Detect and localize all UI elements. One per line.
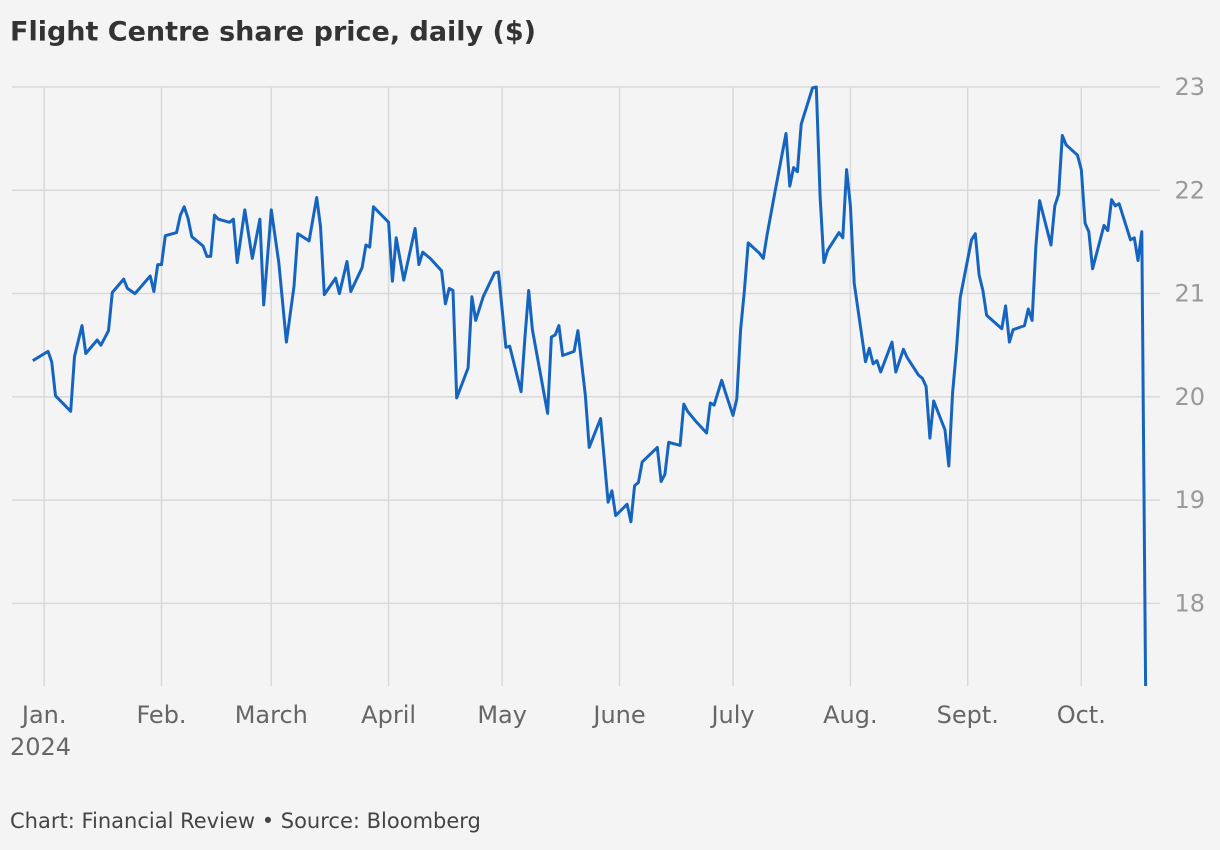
chart-title: Flight Centre share price, daily ($) xyxy=(10,17,536,48)
x-tick-label: Aug. xyxy=(823,701,878,729)
x-tick-label: July xyxy=(709,701,754,729)
x-tick-label: March xyxy=(235,701,308,729)
x-tick-label: Feb. xyxy=(136,701,186,729)
y-tick-label: 18 xyxy=(1174,589,1205,617)
x-tick-label: April xyxy=(361,701,416,729)
source-note: Chart: Financial Review • Source: Bloomb… xyxy=(10,809,481,833)
y-tick-label: 20 xyxy=(1174,383,1205,411)
y-tick-label: 21 xyxy=(1174,280,1205,308)
x-year-label: 2024 xyxy=(10,733,71,761)
y-tick-label: 22 xyxy=(1174,176,1205,204)
x-tick-label: May xyxy=(477,701,527,729)
price-line xyxy=(32,85,1148,687)
x-tick-label: Oct. xyxy=(1057,701,1106,729)
y-tick-label: 19 xyxy=(1174,486,1205,514)
y-tick-label: 23 xyxy=(1174,73,1205,101)
x-tick-label: June xyxy=(591,701,645,729)
x-tick-label: Jan. xyxy=(20,701,67,729)
x-tick-label: Sept. xyxy=(937,701,999,729)
